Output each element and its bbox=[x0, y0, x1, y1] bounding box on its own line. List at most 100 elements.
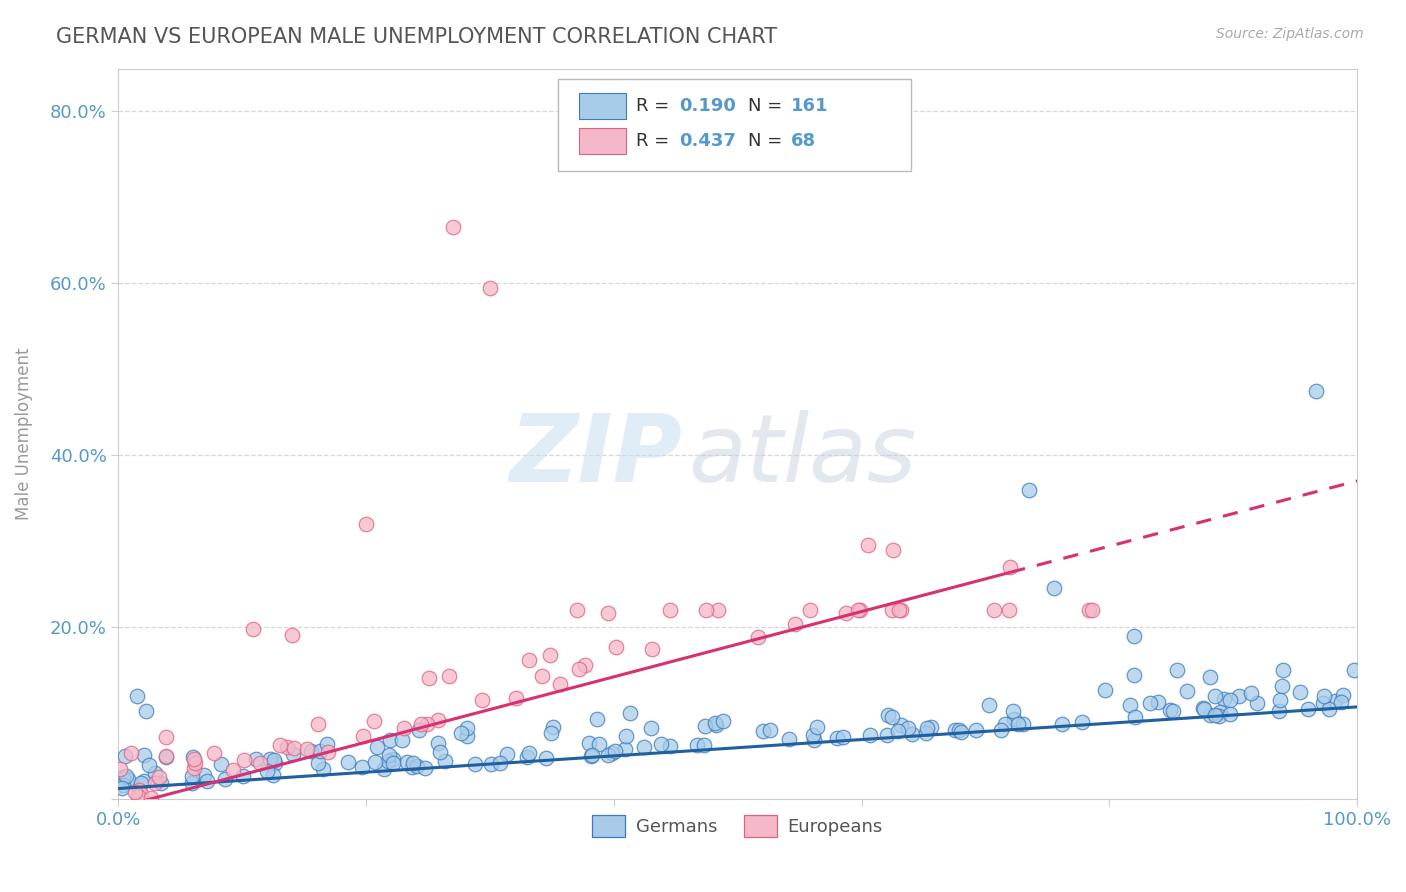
Point bbox=[990, 723, 1012, 737]
Point bbox=[135, 704, 157, 718]
Point bbox=[242, 622, 264, 636]
Point bbox=[578, 736, 600, 750]
Point bbox=[538, 648, 561, 662]
Point bbox=[1166, 663, 1188, 677]
Point bbox=[890, 717, 912, 731]
Point bbox=[1123, 629, 1146, 643]
Point bbox=[1219, 707, 1241, 722]
Point bbox=[704, 718, 727, 732]
Point bbox=[1007, 716, 1029, 731]
Point bbox=[1123, 710, 1146, 724]
Point bbox=[111, 780, 134, 795]
Point bbox=[998, 603, 1021, 617]
Point bbox=[890, 603, 912, 617]
Point bbox=[1002, 712, 1025, 726]
Point bbox=[530, 669, 553, 683]
Point bbox=[456, 722, 478, 736]
Point bbox=[977, 698, 1000, 712]
Point bbox=[183, 752, 205, 766]
Point bbox=[281, 747, 304, 761]
Point bbox=[915, 721, 938, 735]
Text: atlas: atlas bbox=[688, 410, 917, 501]
Point bbox=[641, 641, 664, 656]
Point bbox=[707, 603, 730, 617]
Text: Source: ZipAtlas.com: Source: ZipAtlas.com bbox=[1216, 27, 1364, 41]
Point bbox=[920, 720, 942, 734]
Point bbox=[232, 753, 254, 767]
Point bbox=[311, 762, 333, 776]
Point bbox=[965, 723, 987, 737]
Point bbox=[880, 710, 903, 724]
Point bbox=[1198, 670, 1220, 684]
Point bbox=[605, 743, 627, 757]
Point bbox=[437, 669, 460, 683]
Point bbox=[209, 757, 232, 772]
Point bbox=[1204, 708, 1226, 723]
Point bbox=[1317, 701, 1340, 715]
Point bbox=[686, 739, 709, 753]
Point bbox=[441, 220, 464, 235]
Point bbox=[713, 714, 735, 728]
Point bbox=[1289, 685, 1312, 699]
Text: N =: N = bbox=[748, 132, 787, 150]
FancyBboxPatch shape bbox=[579, 128, 626, 154]
Point bbox=[825, 731, 848, 746]
Point bbox=[222, 763, 245, 777]
Point bbox=[1081, 603, 1104, 617]
Point bbox=[364, 756, 387, 770]
Point bbox=[262, 768, 284, 782]
Point bbox=[301, 744, 323, 758]
Point bbox=[948, 723, 970, 738]
Point bbox=[352, 729, 374, 743]
Point bbox=[835, 606, 858, 620]
Point bbox=[408, 723, 430, 738]
Point bbox=[1175, 683, 1198, 698]
Text: 0.437: 0.437 bbox=[679, 132, 737, 150]
Point bbox=[1199, 708, 1222, 723]
Point bbox=[543, 720, 565, 734]
Point bbox=[283, 741, 305, 756]
Point bbox=[143, 766, 166, 780]
Point bbox=[373, 762, 395, 776]
Point bbox=[121, 747, 143, 761]
Text: GERMAN VS EUROPEAN MALE UNEMPLOYMENT CORRELATION CHART: GERMAN VS EUROPEAN MALE UNEMPLOYMENT COR… bbox=[56, 27, 778, 46]
Point bbox=[433, 754, 456, 768]
Point bbox=[882, 542, 904, 557]
Point bbox=[848, 603, 870, 617]
Point bbox=[887, 723, 910, 738]
Point bbox=[129, 776, 152, 790]
Point bbox=[588, 737, 610, 751]
Point bbox=[481, 756, 503, 771]
Point bbox=[128, 782, 150, 797]
Point bbox=[350, 760, 373, 774]
Point bbox=[1330, 696, 1353, 710]
Point bbox=[378, 733, 401, 747]
Point bbox=[307, 717, 329, 731]
Point bbox=[127, 789, 149, 803]
Point bbox=[259, 752, 281, 766]
Point bbox=[155, 730, 177, 744]
Text: N =: N = bbox=[748, 96, 787, 115]
Point bbox=[366, 740, 388, 755]
Point bbox=[889, 603, 911, 617]
Point bbox=[1343, 663, 1365, 677]
Point bbox=[401, 760, 423, 774]
Point bbox=[1018, 483, 1040, 497]
Point bbox=[114, 749, 136, 764]
Point bbox=[418, 672, 440, 686]
Text: 161: 161 bbox=[792, 96, 828, 115]
Point bbox=[245, 752, 267, 766]
Point bbox=[540, 726, 562, 740]
Point bbox=[586, 712, 609, 726]
Point bbox=[659, 603, 682, 617]
Point bbox=[141, 791, 163, 805]
Point bbox=[405, 759, 427, 773]
Point bbox=[416, 717, 439, 731]
Point bbox=[1268, 704, 1291, 718]
Point bbox=[269, 738, 291, 752]
Point bbox=[1209, 705, 1232, 719]
Point bbox=[650, 737, 672, 751]
Point bbox=[315, 737, 337, 751]
Point bbox=[1240, 686, 1263, 700]
Point bbox=[747, 630, 769, 644]
